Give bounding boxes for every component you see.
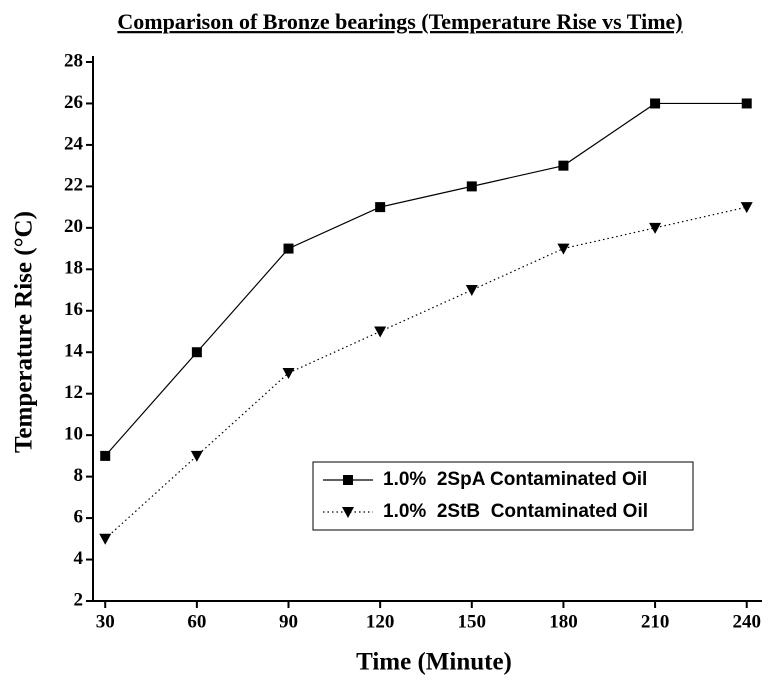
y-tick-label: 2 bbox=[74, 589, 84, 610]
marker bbox=[741, 98, 752, 109]
y-tick-label: 18 bbox=[64, 258, 83, 279]
y-tick-label: 24 bbox=[64, 133, 84, 154]
marker bbox=[100, 450, 111, 461]
marker bbox=[99, 533, 112, 545]
y-tick-label: 4 bbox=[74, 548, 84, 569]
legend-label: 1.0% 2SpA Contaminated Oil bbox=[383, 469, 647, 490]
x-tick-label: 180 bbox=[549, 611, 578, 632]
x-tick-label: 120 bbox=[366, 611, 395, 632]
marker bbox=[465, 285, 478, 297]
y-tick-label: 8 bbox=[74, 465, 84, 486]
marker bbox=[283, 243, 294, 254]
x-tick-label: 210 bbox=[641, 611, 670, 632]
series-line bbox=[104, 102, 747, 457]
y-tick-label: 12 bbox=[64, 382, 83, 403]
y-tick-label: 14 bbox=[64, 341, 84, 362]
marker bbox=[557, 243, 570, 255]
marker bbox=[558, 160, 569, 171]
marker bbox=[342, 507, 354, 518]
marker bbox=[650, 98, 661, 109]
marker bbox=[191, 347, 202, 358]
x-axis-label: Time (Minute) bbox=[356, 649, 512, 676]
legend-label: 1.0% 2StB Contaminated Oil bbox=[383, 501, 648, 522]
marker bbox=[190, 450, 203, 462]
y-tick-label: 10 bbox=[64, 424, 83, 445]
marker bbox=[374, 326, 387, 338]
marker bbox=[343, 475, 353, 485]
y-tick-label: 16 bbox=[64, 299, 83, 320]
series-line bbox=[104, 206, 747, 540]
marker bbox=[282, 367, 295, 379]
legend-box bbox=[312, 461, 694, 531]
x-tick-label: 60 bbox=[187, 611, 206, 632]
y-tick-label: 26 bbox=[64, 92, 83, 113]
y-tick-label: 20 bbox=[64, 216, 83, 237]
marker bbox=[375, 202, 386, 213]
chart-title: Comparison of Bronze bearings (Temperatu… bbox=[117, 9, 682, 34]
y-tick-label: 22 bbox=[64, 175, 83, 196]
y-tick-label: 28 bbox=[64, 50, 83, 71]
x-tick-label: 150 bbox=[458, 611, 487, 632]
marker bbox=[466, 181, 477, 192]
x-tick-label: 240 bbox=[732, 611, 761, 632]
y-axis-label: Temperature Rise (°C) bbox=[11, 211, 38, 453]
marker bbox=[740, 202, 753, 214]
marker bbox=[649, 222, 662, 234]
y-tick-label: 6 bbox=[74, 506, 84, 527]
x-tick-label: 90 bbox=[279, 611, 298, 632]
x-tick-label: 30 bbox=[96, 611, 115, 632]
